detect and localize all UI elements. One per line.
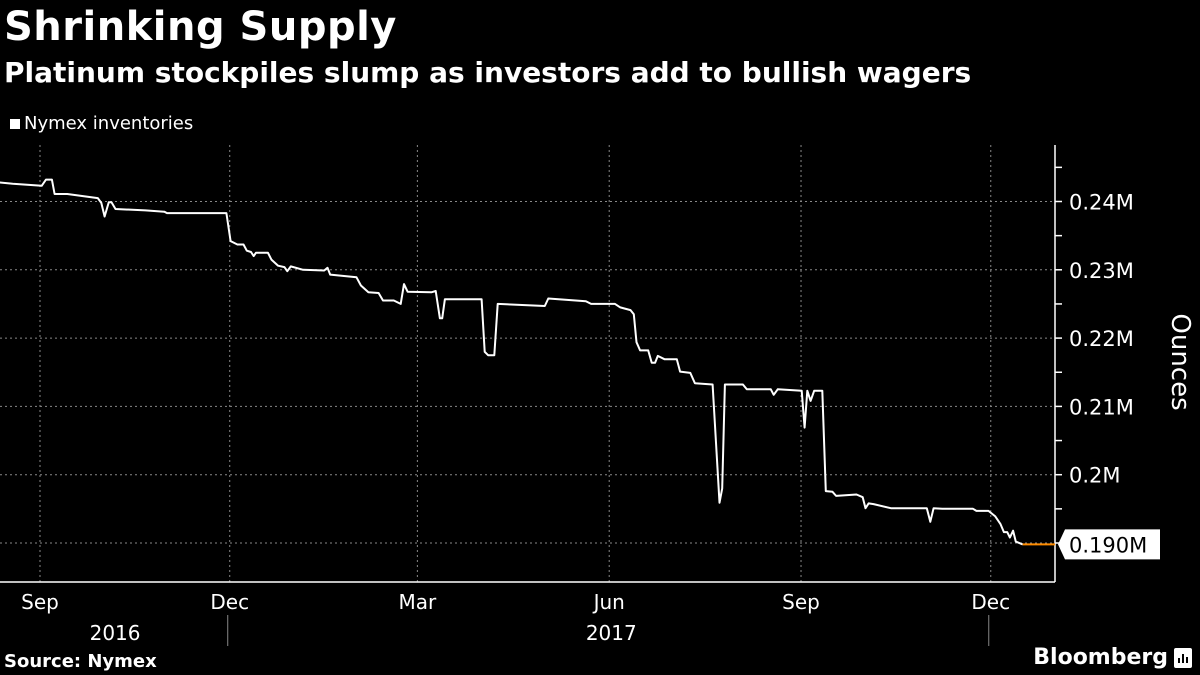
x-tick-label: Sep: [21, 590, 59, 614]
last-value-label: 0.190M: [1069, 533, 1147, 557]
y-axis-title: Ounces: [1165, 313, 1195, 410]
source-note: Source: Nymex: [4, 651, 157, 672]
series-line-nymex-inventories: [0, 178, 1024, 546]
y-tick-label: 0.21M: [1069, 395, 1134, 419]
last-value-badge: 0.190M: [1058, 529, 1160, 560]
chart-title: Shrinking Supply: [4, 4, 397, 50]
brand-name: Bloomberg: [1033, 645, 1168, 670]
year-label: 2016: [90, 621, 141, 645]
y-tick-label: 0.24M: [1069, 191, 1134, 215]
x-tick-label: Sep: [782, 590, 820, 614]
bloomberg-chart-icon: [1174, 647, 1192, 668]
x-tick-label: Dec: [210, 590, 249, 614]
y-tick-label: 0.22M: [1069, 327, 1134, 351]
legend-label: Nymex inventories: [24, 113, 194, 134]
x-tick-label: Dec: [971, 590, 1010, 614]
y-tick-label: 0.2M: [1069, 464, 1121, 488]
grid: [0, 145, 1055, 582]
y-tick-label: 0.23M: [1069, 259, 1134, 283]
bloomberg-logo: Bloomberg: [1033, 645, 1192, 670]
chart-subtitle: Platinum stockpiles slump as investors a…: [4, 56, 972, 89]
x-tick-label: Mar: [399, 590, 438, 614]
legend-swatch: [10, 118, 20, 129]
x-tick-label: Jun: [592, 590, 625, 614]
legend: Nymex inventories: [10, 113, 193, 134]
ticks: 0.19M0.2M0.21M0.22M0.23M0.24MSepDecMarJu…: [21, 166, 1134, 646]
year-label: 2017: [586, 621, 637, 645]
